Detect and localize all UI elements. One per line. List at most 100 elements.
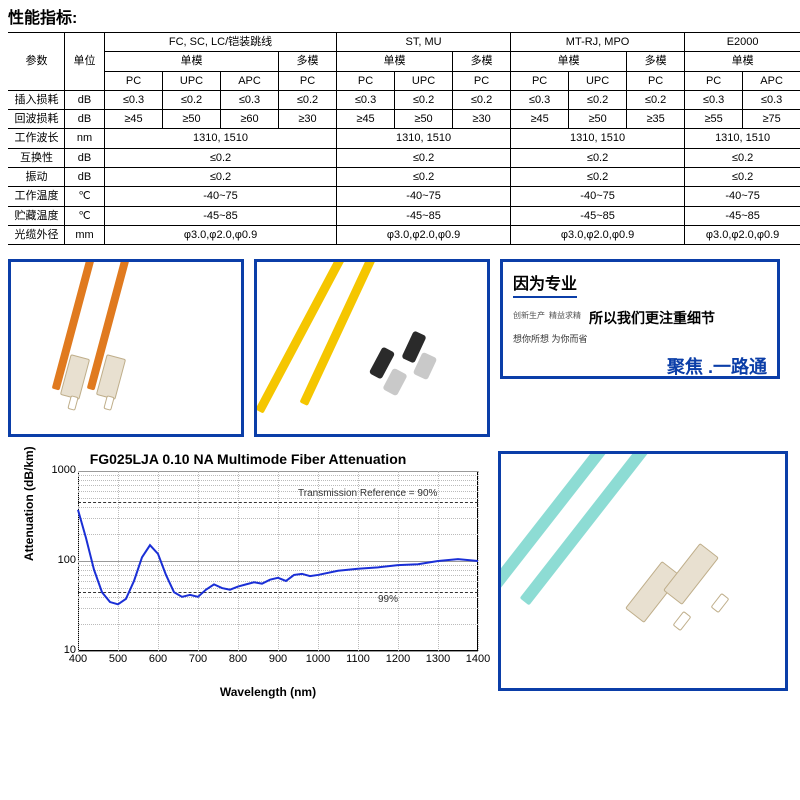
chart-xtick: 400 <box>69 653 87 665</box>
header-mode: 多模 <box>453 52 511 71</box>
chart-xtick: 1300 <box>426 653 450 665</box>
header-sub: PC <box>511 71 569 90</box>
row-cell: ≤0.2 <box>337 168 511 187</box>
row-cell: φ3.0,φ2.0,φ0.9 <box>685 225 800 244</box>
header-sub: PC <box>337 71 395 90</box>
row-cell: ≤0.2 <box>453 90 511 109</box>
header-param: 参数 <box>9 33 65 91</box>
row-cell: ≥45 <box>337 110 395 129</box>
product-image-1 <box>8 259 244 437</box>
row-param: 插入损耗 <box>9 90 65 109</box>
row-cell: ≤0.3 <box>685 90 743 109</box>
row-cell: ≥55 <box>685 110 743 129</box>
row-cell: -40~75 <box>511 187 685 206</box>
row-cell: φ3.0,φ2.0,φ0.9 <box>105 225 337 244</box>
row-cell: ≤0.2 <box>337 148 511 167</box>
row-param: 贮藏温度 <box>9 206 65 225</box>
row-cell: φ3.0,φ2.0,φ0.9 <box>511 225 685 244</box>
header-mode: 单模 <box>105 52 279 71</box>
row-cell: ≥75 <box>743 110 800 129</box>
header-group-1: ST, MU <box>337 33 511 52</box>
row-unit: dB <box>65 110 105 129</box>
chart-ylabel: Attenuation (dB/km) <box>22 447 36 562</box>
page-title: 性能指标: <box>0 0 800 32</box>
header-mode: 单模 <box>337 52 453 71</box>
row-cell: ≥35 <box>627 110 685 129</box>
row-cell: ≤0.3 <box>743 90 800 109</box>
row-unit: dB <box>65 168 105 187</box>
chart-xtick: 1100 <box>346 653 370 665</box>
row-cell: -45~85 <box>105 206 337 225</box>
row-param: 光缆外径 <box>9 225 65 244</box>
row-unit: ℃ <box>65 206 105 225</box>
row-cell: ≥50 <box>569 110 627 129</box>
promo-brand: 聚焦 .一路通 <box>513 353 767 379</box>
row-cell: ≥50 <box>395 110 453 129</box>
chart-xtick: 1400 <box>466 653 490 665</box>
header-unit: 单位 <box>65 33 105 91</box>
row-cell: -45~85 <box>511 206 685 225</box>
promo-small: 想你所想 为你而省 <box>513 332 767 345</box>
promo-box: 因为专业 创新生产 精益求精 所以我们更注重细节 想你所想 为你而省 聚焦 .一… <box>500 259 780 379</box>
header-sub: PC <box>105 71 163 90</box>
chart-grid <box>78 651 478 652</box>
row-cell: ≤0.2 <box>395 90 453 109</box>
product-image-2 <box>254 259 490 437</box>
row-cell: -45~85 <box>685 206 800 225</box>
promo-side2: 精益求精 <box>549 310 581 321</box>
row-cell: ≤0.3 <box>511 90 569 109</box>
row-cell: ≥45 <box>511 110 569 129</box>
row-cell: ≥30 <box>453 110 511 129</box>
header-mode: 多模 <box>627 52 685 71</box>
row-cell: ≥45 <box>105 110 163 129</box>
row-cell: 1310, 1510 <box>337 129 511 148</box>
row-cell: ≤0.2 <box>627 90 685 109</box>
header-sub: PC <box>685 71 743 90</box>
row-cell: ≤0.2 <box>511 148 685 167</box>
row-unit: ℃ <box>65 187 105 206</box>
row-cell: ≤0.2 <box>685 168 800 187</box>
row-cell: -40~75 <box>337 187 511 206</box>
row-cell: 1310, 1510 <box>685 129 800 148</box>
chart-xlabel: Wavelength (nm) <box>48 685 488 699</box>
header-mode: 多模 <box>279 52 337 71</box>
promo-line2: 所以我们更注重细节 <box>589 308 715 328</box>
row-unit: dB <box>65 90 105 109</box>
row-cell: ≤0.2 <box>105 148 337 167</box>
row-cell: ≤0.3 <box>105 90 163 109</box>
header-group-3: E2000 <box>685 33 800 52</box>
chart-line <box>48 471 478 651</box>
promo-side1: 创新生产 <box>513 310 545 321</box>
row-cell: ≤0.3 <box>337 90 395 109</box>
chart-xtick: 500 <box>109 653 127 665</box>
header-sub: APC <box>221 71 279 90</box>
row-cell: -40~75 <box>685 187 800 206</box>
row-cell: 1310, 1510 <box>105 129 337 148</box>
row-cell: ≥50 <box>163 110 221 129</box>
header-sub: PC <box>627 71 685 90</box>
chart-title: FG025LJA 0.10 NA Multimode Fiber Attenua… <box>8 451 488 467</box>
chart-xtick: 1000 <box>306 653 330 665</box>
header-sub: UPC <box>395 71 453 90</box>
attenuation-chart: FG025LJA 0.10 NA Multimode Fiber Attenua… <box>8 451 488 699</box>
header-mode: 单模 <box>511 52 627 71</box>
row-unit: nm <box>65 129 105 148</box>
spec-table: 参数单位FC, SC, LC/铠装跳线ST, MUMT-RJ, MPOE2000… <box>8 32 800 245</box>
row-cell: ≤0.3 <box>221 90 279 109</box>
row-cell: 1310, 1510 <box>511 129 685 148</box>
bottom-row: FG025LJA 0.10 NA Multimode Fiber Attenua… <box>8 451 792 699</box>
header-sub: APC <box>743 71 800 90</box>
header-sub: PC <box>453 71 511 90</box>
chart-xtick: 800 <box>229 653 247 665</box>
header-sub: UPC <box>163 71 221 90</box>
row-cell: -40~75 <box>105 187 337 206</box>
row-cell: ≤0.2 <box>685 148 800 167</box>
chart-xtick: 1200 <box>386 653 410 665</box>
row-param: 振动 <box>9 168 65 187</box>
row-cell: ≤0.2 <box>105 168 337 187</box>
header-sub: PC <box>279 71 337 90</box>
header-sub: UPC <box>569 71 627 90</box>
row-cell: ≥30 <box>279 110 337 129</box>
chart-xtick: 700 <box>189 653 207 665</box>
promo-line1: 因为专业 <box>513 270 577 298</box>
